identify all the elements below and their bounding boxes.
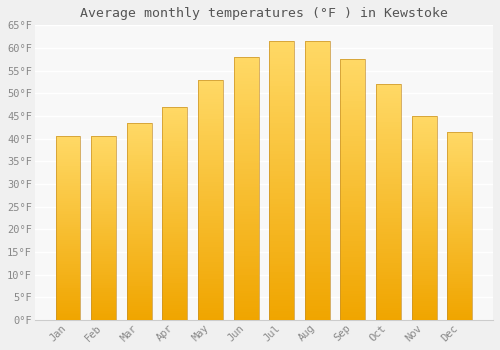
Bar <box>162 107 188 320</box>
Bar <box>305 41 330 320</box>
Bar <box>376 84 401 320</box>
Bar <box>412 116 436 320</box>
Bar <box>91 136 116 320</box>
Bar <box>56 136 80 320</box>
Bar <box>127 123 152 320</box>
Bar <box>448 132 472 320</box>
Bar <box>340 59 365 320</box>
Bar <box>234 57 258 320</box>
Bar <box>269 41 294 320</box>
Title: Average monthly temperatures (°F ) in Kewstoke: Average monthly temperatures (°F ) in Ke… <box>80 7 448 20</box>
Bar <box>198 80 223 320</box>
